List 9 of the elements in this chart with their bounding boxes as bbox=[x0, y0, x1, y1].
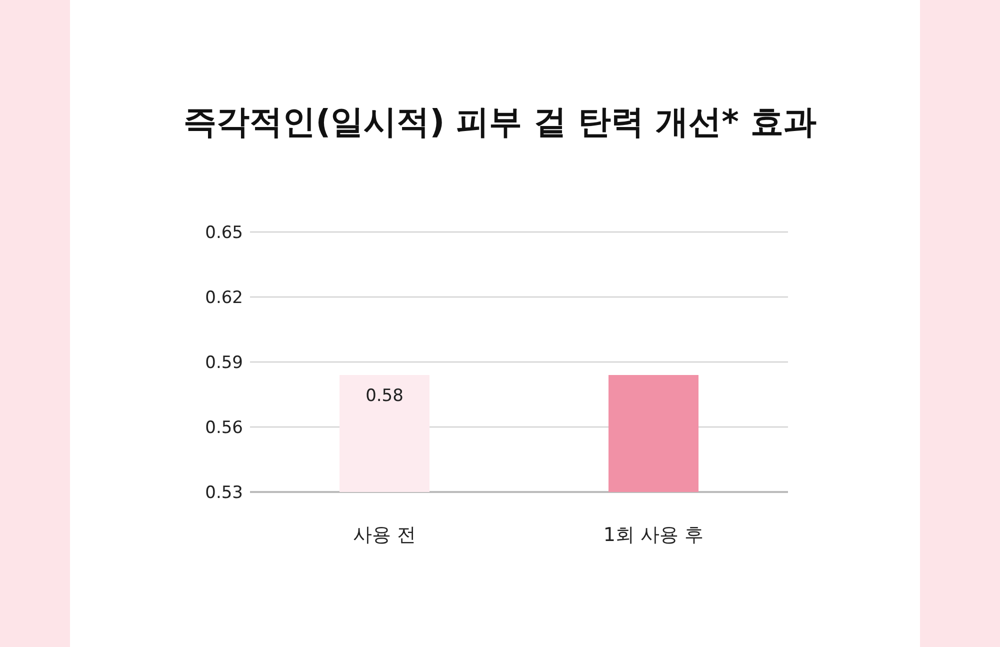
chart-title: 즉각적인(일시적) 피부 겉 탄력 개선* 효과 bbox=[184, 102, 816, 141]
y-tick-label: 0.53 bbox=[205, 483, 243, 503]
x-tick-label: 사용 전 bbox=[352, 524, 416, 546]
data-label: 0.58 bbox=[366, 386, 404, 406]
y-tick-label: 0.56 bbox=[205, 418, 243, 438]
y-tick-label: 0.59 bbox=[205, 353, 243, 373]
y-tick-label: 0.62 bbox=[205, 288, 243, 308]
y-tick-label: 0.65 bbox=[205, 223, 243, 243]
x-tick-label: 1회 사용 후 bbox=[603, 524, 704, 546]
